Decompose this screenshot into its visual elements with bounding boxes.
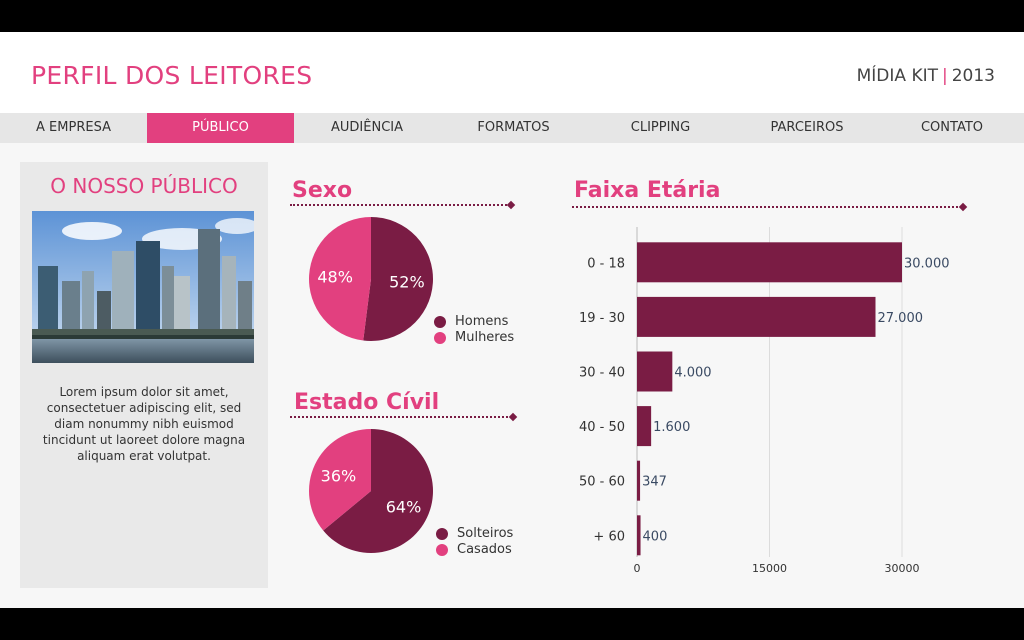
estado-civil-legend-item-1: Casados (436, 542, 513, 558)
estado-civil-legend-swatch-0 (436, 528, 448, 540)
age-bar-0 (637, 242, 902, 283)
faixa-etaria-divider (572, 206, 962, 208)
age-bar-3 (637, 406, 652, 447)
age-category-label-3: 40 - 50 (579, 420, 625, 435)
sexo-legend-swatch-0 (434, 316, 446, 328)
faixa-etaria-divider-end (958, 202, 968, 212)
estado-civil-legend-label-1: Casados (457, 542, 512, 557)
nav-item-0[interactable]: A EMPRESA (36, 120, 111, 135)
kit-label: MÍDIA KIT (856, 66, 938, 86)
sexo-slice-0 (363, 217, 434, 341)
sexo-pie-chart: 52% 48% (309, 217, 434, 341)
estado-civil-divider (290, 416, 512, 418)
estado-civil-legend-swatch-1 (436, 544, 448, 556)
estado-civil-legend: Solteiros Casados (436, 526, 513, 558)
sexo-title: Sexo (292, 178, 353, 203)
audience-panel: O NOSSO PÚBLICO (20, 162, 268, 588)
sexo-legend-label-1: Mulheres (455, 330, 515, 345)
sexo-divider (290, 204, 510, 206)
age-value-label-2: 4.000 (674, 366, 711, 381)
estado-civil-legend-item-0: Solteiros (436, 526, 513, 542)
sexo-slice-label-1: 48% (317, 268, 353, 287)
age-value-label-0: 30.000 (904, 256, 950, 271)
age-category-label-5: + 60 (593, 529, 625, 544)
estado-civil-slice-1 (309, 429, 371, 531)
nav-item-6[interactable]: CONTATO (920, 120, 984, 135)
age-category-label-2: 30 - 40 (579, 366, 625, 381)
sexo-slice-1 (309, 217, 371, 341)
sexo-legend-item-0: Homens (434, 314, 514, 330)
estado-civil-slice-label-0: 64% (386, 497, 422, 516)
kit-year: 2013 (951, 66, 995, 86)
faixa-etaria-bar-chart: 0 15000 30000 0 - 18 30.000 19 - 30 27.000 30 -… (579, 227, 950, 575)
sexo-legend: Homens Mulheres (434, 314, 514, 346)
estado-civil-slice-label-1: 36% (321, 467, 357, 486)
nav-item-3[interactable]: FORMATOS (477, 120, 550, 135)
sexo-legend-label-0: Homens (455, 314, 509, 329)
page: PERFIL DOS LEITORES MÍDIA KIT | 2013 A EMP… (0, 32, 1024, 608)
panel-title: O NOSSO PÚBLICO (50, 174, 238, 198)
age-value-label-5: 400 (643, 529, 668, 544)
x-tick-label-1: 15000 (752, 562, 787, 575)
age-value-label-1: 27.000 (878, 311, 924, 326)
nav-item-4[interactable]: CLIPPING (630, 120, 691, 135)
sexo-legend-swatch-1 (434, 332, 446, 344)
sexo-legend-item-1: Mulheres (434, 330, 514, 346)
faixa-etaria-title: Faixa Etária (574, 178, 721, 203)
age-value-label-3: 1.600 (653, 420, 690, 435)
x-tick-label-0: 0 (634, 562, 641, 575)
city-skyline-photo (32, 211, 254, 363)
main-nav: A EMPRESA PÚBLICO AUDIÊNCIA FORMATOS CLIPPIN… (0, 113, 1024, 143)
kit-separator: | (942, 66, 948, 86)
sexo-divider-end (506, 200, 516, 210)
age-category-label-4: 50 - 60 (579, 475, 625, 490)
sexo-slice-label-0: 52% (389, 272, 425, 291)
nav-item-2[interactable]: AUDIÊNCIA (331, 120, 403, 135)
age-bar-5 (637, 515, 641, 556)
estado-civil-divider-end (508, 412, 518, 422)
page-title: PERFIL DOS LEITORES (31, 61, 313, 90)
age-category-label-1: 19 - 30 (579, 311, 625, 326)
age-bar-4 (637, 460, 641, 501)
x-tick-label-2: 30000 (885, 562, 920, 575)
estado-civil-pie-chart: 64% 36% (309, 429, 433, 553)
media-kit-label: MÍDIA KIT | 2013 (857, 66, 995, 86)
header: PERFIL DOS LEITORES MÍDIA KIT | 2013 (0, 32, 1024, 113)
estado-civil-title: Estado Cívil (294, 390, 440, 415)
nav-item-5[interactable]: PARCEIROS (770, 120, 844, 135)
panel-description: Lorem ipsum dolor sit amet, consectetuer… (42, 385, 246, 463)
age-bar-2 (637, 351, 673, 392)
estado-civil-legend-label-0: Solteiros (457, 526, 514, 541)
estado-civil-slice-0 (323, 429, 433, 553)
age-bar-1 (637, 296, 876, 337)
age-category-label-0: 0 - 18 (587, 256, 625, 271)
age-value-label-4: 347 (642, 475, 667, 490)
nav-item-1[interactable]: PÚBLICO (147, 113, 294, 143)
